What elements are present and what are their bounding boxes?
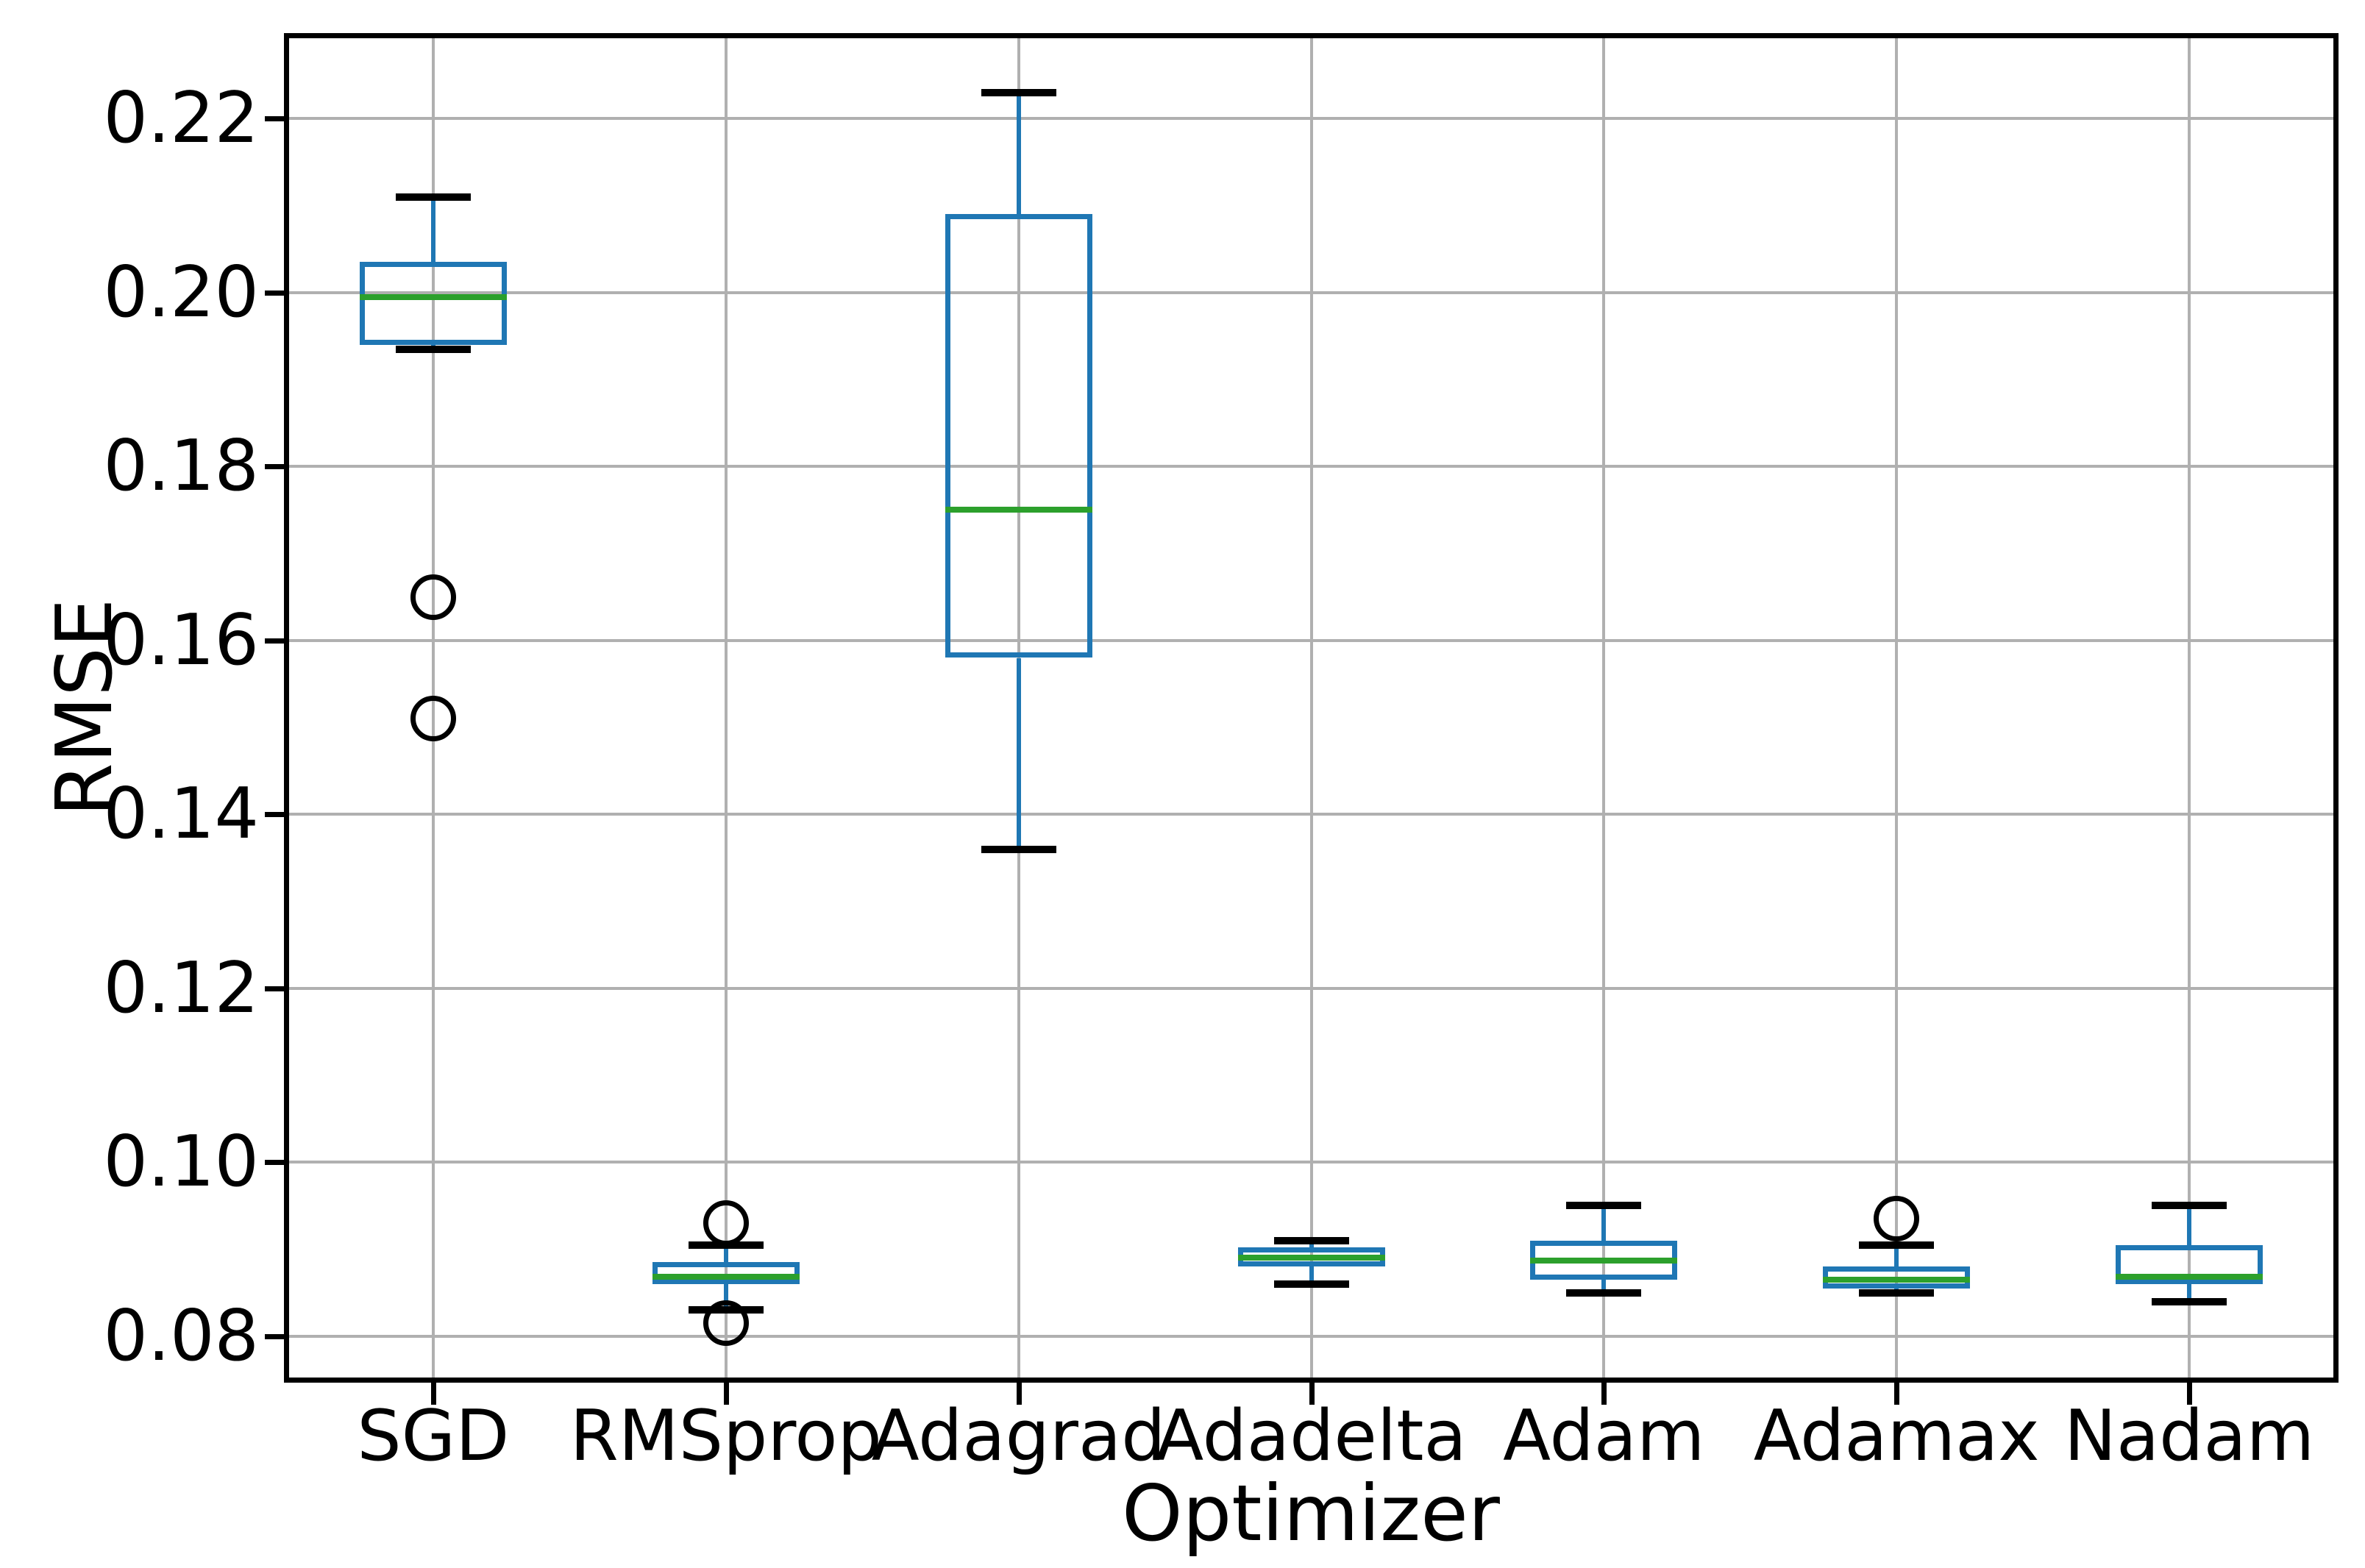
x-tick-label: Adadelta [1156,1396,1467,1477]
whisker-upper [1016,92,1021,215]
median-line [1823,1277,1971,1283]
y-tick-label: 0.20 [103,252,259,333]
cap-upper [1859,1241,1935,1249]
x-axis-label: Optimizer [1122,1469,1500,1558]
x-gridline [1895,36,1899,1380]
whisker-lower [1309,1266,1314,1284]
median-line [945,507,1092,513]
median-line [652,1274,800,1280]
x-tick-label: Adamax [1753,1396,2040,1477]
x-tick-label: SGD [357,1396,510,1477]
box-rmsprop [652,1262,800,1284]
outlier-point [703,1200,749,1247]
outlier-point [703,1300,749,1347]
box-nadam [2116,1244,2263,1284]
cap-upper [395,193,471,201]
median-line [1530,1257,1678,1264]
y-tick-mark [265,986,287,991]
y-tick-label: 0.22 [103,78,259,160]
y-tick-mark [265,1160,287,1166]
cap-upper [1273,1236,1349,1244]
x-tick-mark [1016,1380,1022,1405]
box-sgd [359,262,507,345]
whisker-lower [723,1283,728,1311]
outlier-point [410,696,456,742]
x-tick-mark [1601,1380,1607,1405]
whisker-upper [2187,1205,2192,1245]
cap-upper [981,88,1056,96]
whisker-lower [1601,1280,1607,1293]
cap-lower [2152,1297,2227,1305]
x-tick-mark [1894,1380,1900,1405]
x-gridline [724,36,728,1380]
whisker-lower [2187,1283,2192,1302]
cap-lower [395,345,471,353]
y-tick-mark [265,1333,287,1339]
median-line [2116,1274,2263,1280]
whisker-lower [1016,658,1021,849]
y-tick-mark [265,812,287,818]
whisker-upper [430,196,435,263]
x-tick-label: Adagrad [871,1396,1166,1477]
cap-upper [1566,1202,1642,1210]
y-tick-label: 0.16 [103,599,259,681]
x-tick-label: RMSprop [569,1396,882,1477]
y-tick-label: 0.10 [103,1122,259,1203]
y-axis-label: RMSE [40,598,129,817]
cap-lower [1859,1289,1935,1297]
whisker-upper [1601,1205,1607,1241]
x-gridline [1309,36,1313,1380]
x-gridline [2188,36,2191,1380]
whisker-upper [1894,1244,1899,1267]
x-tick-mark [2187,1380,2193,1405]
x-tick-label: Nadam [2063,1396,2315,1477]
x-gridline [1602,36,1606,1380]
y-tick-mark [265,116,287,122]
whisker-upper [723,1244,728,1263]
cap-lower [1273,1280,1349,1288]
cap-lower [1566,1289,1642,1297]
median-line [359,293,507,300]
y-tick-label: 0.12 [103,947,259,1029]
y-tick-mark [265,290,287,296]
median-line [1237,1255,1385,1261]
x-tick-label: Adam [1503,1396,1705,1477]
y-tick-mark [265,464,287,470]
y-tick-label: 0.08 [103,1295,259,1377]
outlier-point [410,574,456,620]
y-tick-label: 0.14 [103,774,259,855]
x-tick-mark [430,1380,436,1405]
y-tick-mark [265,638,287,644]
box-adagrad [945,214,1092,658]
x-tick-mark [723,1380,729,1405]
y-tick-label: 0.18 [103,426,259,507]
outlier-point [1874,1196,1920,1242]
cap-lower [981,845,1056,853]
x-tick-mark [1309,1380,1315,1405]
cap-upper [2152,1202,2227,1210]
